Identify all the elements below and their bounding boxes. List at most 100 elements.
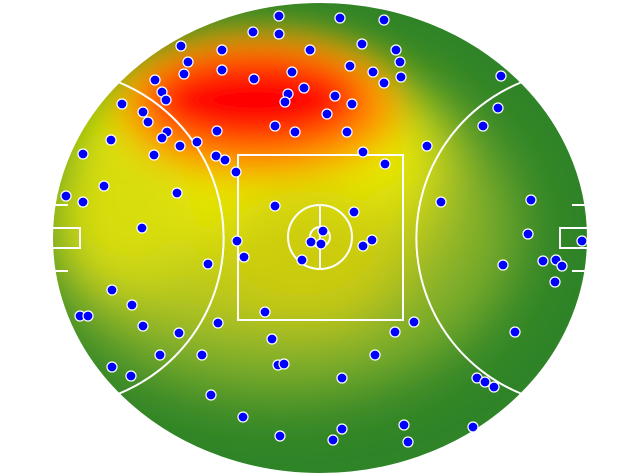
point — [210, 150, 222, 162]
point — [248, 73, 260, 85]
point — [136, 222, 148, 234]
point — [205, 389, 217, 401]
point — [231, 235, 243, 247]
point — [171, 187, 183, 199]
point — [492, 102, 504, 114]
point — [77, 148, 89, 160]
point — [497, 259, 509, 271]
point — [467, 421, 479, 433]
point — [148, 149, 160, 161]
point — [522, 228, 534, 240]
point — [378, 14, 390, 26]
point — [398, 419, 410, 431]
point — [196, 349, 208, 361]
point — [289, 126, 301, 138]
point — [137, 106, 149, 118]
point — [142, 116, 154, 128]
point — [315, 238, 327, 250]
point — [125, 370, 137, 382]
point — [178, 68, 190, 80]
point — [173, 327, 185, 339]
point — [212, 317, 224, 329]
point — [389, 326, 401, 338]
point — [495, 70, 507, 82]
point — [357, 146, 369, 158]
point — [402, 436, 414, 448]
point — [327, 434, 339, 446]
point — [156, 132, 168, 144]
point — [175, 40, 187, 52]
point — [106, 361, 118, 373]
point — [247, 26, 259, 38]
point — [390, 44, 402, 56]
point — [305, 236, 317, 248]
point — [273, 10, 285, 22]
point — [321, 108, 333, 120]
point — [378, 77, 390, 89]
point — [278, 358, 290, 370]
point — [238, 251, 250, 263]
point — [126, 299, 138, 311]
point — [336, 423, 348, 435]
point — [182, 56, 194, 68]
point — [549, 276, 561, 288]
point — [154, 349, 166, 361]
point — [160, 94, 172, 106]
point — [191, 136, 203, 148]
point — [259, 306, 271, 318]
point — [509, 326, 521, 338]
point — [269, 200, 281, 212]
point — [379, 158, 391, 170]
point — [82, 310, 94, 322]
point — [274, 430, 286, 442]
point — [230, 166, 242, 178]
point — [266, 333, 278, 345]
point — [105, 134, 117, 146]
point — [477, 120, 489, 132]
point — [341, 126, 353, 138]
point — [219, 154, 231, 166]
point — [435, 196, 447, 208]
point — [525, 194, 537, 206]
point — [304, 44, 316, 56]
point — [98, 180, 110, 192]
point — [216, 44, 228, 56]
point — [269, 120, 281, 132]
point — [366, 234, 378, 246]
point — [479, 376, 491, 388]
point — [408, 316, 420, 328]
point — [77, 196, 89, 208]
field-lines — [51, 1, 589, 475]
point — [576, 235, 588, 247]
point — [488, 381, 500, 393]
point — [237, 411, 249, 423]
point — [116, 98, 128, 110]
point — [174, 140, 186, 152]
point — [421, 140, 433, 152]
point — [273, 28, 285, 40]
point — [329, 90, 341, 102]
point — [216, 64, 228, 76]
point — [395, 71, 407, 83]
point — [211, 125, 223, 137]
point — [279, 96, 291, 108]
point — [298, 82, 310, 94]
point — [317, 225, 329, 237]
point — [348, 206, 360, 218]
point — [357, 240, 369, 252]
point — [334, 12, 346, 24]
point — [202, 258, 214, 270]
point — [286, 66, 298, 78]
point — [346, 98, 358, 110]
point — [336, 372, 348, 384]
point — [149, 74, 161, 86]
point — [106, 284, 118, 296]
point — [137, 320, 149, 332]
point — [394, 56, 406, 68]
point — [537, 255, 549, 267]
point — [60, 190, 72, 202]
point — [367, 66, 379, 78]
point — [296, 254, 308, 266]
